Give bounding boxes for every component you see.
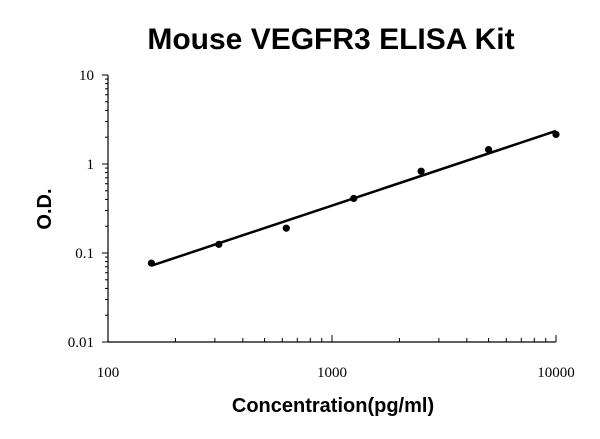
y-tick-label: 10 [79,68,94,84]
data-point [215,240,223,248]
data-points-group [147,130,560,267]
plot-area: 100 1000 10000 0.01 0.1 1 10 [68,68,575,381]
y-axis-tick-labels: 0.01 0.1 1 10 [68,68,94,351]
y-axis-label: O.D. [34,188,56,229]
y-tick-label: 1 [87,157,95,173]
x-axis-ticks [107,335,557,342]
x-tick-label: 1000 [317,365,347,381]
data-point [282,224,290,232]
chart-title: Mouse VEGFR3 ELISA Kit [147,23,514,56]
x-tick-label: 10000 [537,365,575,381]
y-tick-label: 0.1 [75,246,94,262]
y-tick-label: 0.01 [68,335,94,351]
data-point [484,146,493,154]
data-point [350,194,358,203]
x-axis-label: Concentration(pg/ml) [232,395,434,417]
x-tick-label: 100 [97,365,120,381]
x-axis-tick-labels: 100 1000 10000 [97,365,575,381]
data-point [147,259,156,267]
data-point [417,167,425,175]
data-point [552,130,560,139]
y-axis-ticks [102,74,108,343]
